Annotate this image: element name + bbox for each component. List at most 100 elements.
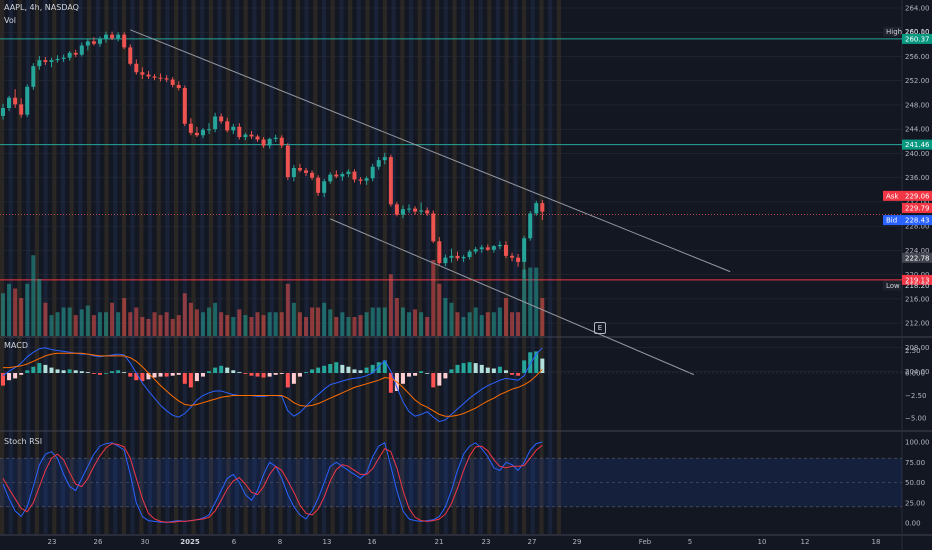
candle-body[interactable] — [231, 126, 236, 131]
candle-body[interactable] — [540, 203, 545, 212]
candle-body[interactable] — [394, 204, 399, 215]
candle-body[interactable] — [43, 60, 48, 62]
candle-body[interactable] — [225, 121, 230, 131]
candle-body[interactable] — [97, 38, 102, 44]
candle-body[interactable] — [413, 208, 418, 212]
candle-body[interactable] — [116, 34, 121, 39]
candle-body[interactable] — [146, 74, 151, 77]
candle-body[interactable] — [255, 136, 260, 140]
candle-body[interactable] — [213, 116, 218, 130]
candle-body[interactable] — [176, 84, 181, 88]
price-value-badge[interactable] — [902, 33, 932, 44]
candle-body[interactable] — [19, 104, 24, 115]
price-value-badge[interactable] — [902, 215, 932, 226]
candle-body[interactable] — [528, 213, 533, 239]
candle-body[interactable] — [128, 47, 133, 64]
candle-body[interactable] — [243, 134, 248, 138]
candle-body[interactable] — [31, 66, 36, 87]
candle-body[interactable] — [461, 257, 466, 259]
candle-body[interactable] — [104, 34, 109, 39]
candle-body[interactable] — [267, 138, 272, 146]
candle-body[interactable] — [382, 157, 387, 161]
candle-body[interactable] — [13, 97, 18, 105]
candle-body[interactable] — [340, 174, 345, 177]
candle-body[interactable] — [400, 209, 405, 215]
candle-body[interactable] — [479, 247, 484, 250]
candle-body[interactable] — [219, 116, 224, 122]
candle-body[interactable] — [164, 78, 169, 80]
candle-body[interactable] — [376, 160, 381, 167]
candle-body[interactable] — [431, 213, 436, 242]
candle-body[interactable] — [273, 137, 278, 139]
price-value-badge[interactable] — [902, 252, 932, 263]
candle-body[interactable] — [279, 137, 284, 146]
candle-body[interactable] — [122, 34, 127, 48]
candle-body[interactable] — [485, 247, 490, 250]
candle-body[interactable] — [304, 170, 308, 173]
price-value-badge[interactable] — [902, 139, 932, 150]
candle-body[interactable] — [364, 178, 369, 181]
candle-body[interactable] — [207, 129, 212, 131]
candle-body[interactable] — [346, 171, 351, 175]
candle-body[interactable] — [388, 157, 393, 205]
candle-body[interactable] — [285, 145, 290, 178]
candle-body[interactable] — [297, 167, 302, 171]
candle-body[interactable] — [522, 238, 527, 262]
candle-body[interactable] — [91, 41, 96, 44]
candle-body[interactable] — [310, 172, 315, 178]
candle-body[interactable] — [358, 179, 363, 181]
candle-body[interactable] — [328, 174, 333, 182]
candle-body[interactable] — [79, 45, 84, 55]
candle-body[interactable] — [237, 126, 242, 138]
candle-body[interactable] — [455, 255, 460, 259]
candle-body[interactable] — [140, 72, 145, 75]
candle-body[interactable] — [370, 166, 375, 179]
candle-body[interactable] — [497, 244, 502, 247]
trendline[interactable] — [330, 218, 695, 376]
candle-body[interactable] — [158, 77, 163, 79]
candle-body[interactable] — [510, 255, 515, 258]
price-value-badge[interactable] — [902, 190, 932, 201]
candle-body[interactable] — [407, 208, 412, 210]
candle-body[interactable] — [534, 203, 539, 214]
candle-body[interactable] — [152, 76, 157, 78]
candle-body[interactable] — [322, 181, 327, 193]
candle-body[interactable] — [249, 134, 254, 137]
candle-body[interactable] — [37, 60, 42, 67]
candle-body[interactable] — [437, 241, 442, 264]
trendline[interactable] — [130, 29, 731, 273]
candle-body[interactable] — [491, 246, 496, 250]
candle-body[interactable] — [1, 107, 5, 116]
candle-body[interactable] — [443, 257, 448, 264]
earnings-event-marker[interactable]: E — [594, 322, 606, 334]
candle-body[interactable] — [61, 57, 66, 59]
candle-body[interactable] — [419, 210, 424, 212]
candle-body[interactable] — [67, 52, 72, 58]
candle-body[interactable] — [182, 87, 187, 124]
candle-body[interactable] — [449, 255, 454, 258]
candle-body[interactable] — [7, 97, 12, 108]
candle-body[interactable] — [334, 174, 339, 177]
price-value-badge[interactable] — [902, 202, 932, 213]
candle-body[interactable] — [516, 257, 521, 262]
candle-body[interactable] — [467, 251, 472, 258]
candle-body[interactable] — [425, 210, 430, 214]
candle-body[interactable] — [49, 60, 54, 62]
candle-body[interactable] — [261, 139, 266, 146]
candle-body[interactable] — [188, 123, 193, 133]
candle-body[interactable] — [352, 171, 357, 180]
candle-body[interactable] — [200, 129, 205, 136]
candle-body[interactable] — [110, 34, 115, 39]
candle-body[interactable] — [73, 52, 78, 55]
candle-body[interactable] — [134, 63, 139, 73]
candle-body[interactable] — [25, 86, 30, 115]
candle-body[interactable] — [85, 41, 90, 46]
candle-body[interactable] — [316, 177, 321, 193]
price-value-badge[interactable] — [902, 274, 932, 285]
candle-body[interactable] — [55, 58, 60, 61]
candle-body[interactable] — [503, 244, 508, 256]
candle-body[interactable] — [291, 167, 296, 178]
candle-body[interactable] — [170, 79, 175, 85]
